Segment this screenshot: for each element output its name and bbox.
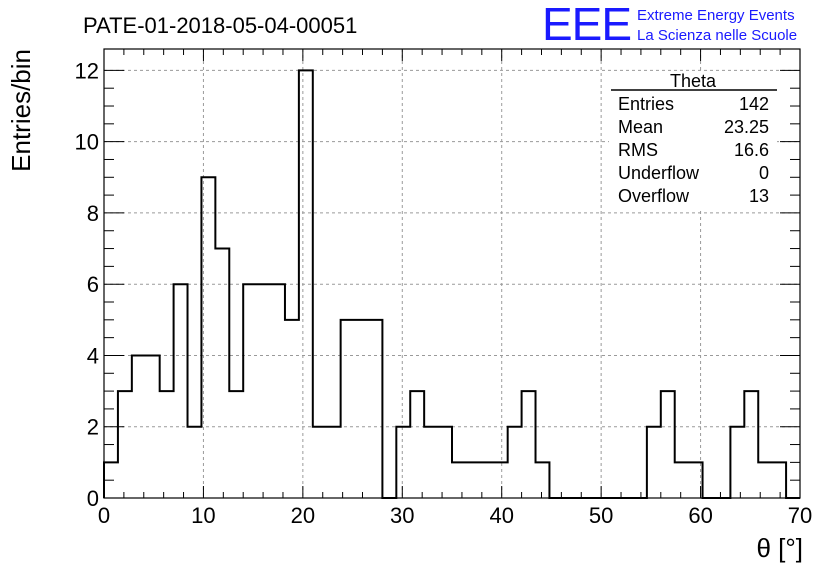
histogram-bin bbox=[508, 427, 522, 498]
stats-label: Underflow bbox=[618, 163, 700, 183]
stats-label: Mean bbox=[618, 117, 663, 137]
y-tick-label: 10 bbox=[75, 130, 99, 155]
histogram-bin bbox=[772, 462, 786, 498]
y-tick-label: 4 bbox=[87, 343, 99, 368]
histogram-bin bbox=[452, 462, 466, 498]
x-tick-label: 70 bbox=[788, 503, 812, 528]
x-tick-label: 40 bbox=[489, 503, 513, 528]
y-axis-title: Entries/bin bbox=[6, 49, 36, 172]
histogram-bin bbox=[522, 391, 536, 498]
stats-label: RMS bbox=[618, 140, 658, 160]
stats-box: Theta Entries 142 Mean 23.25 RMS 16.6 Underflo… bbox=[609, 71, 777, 210]
histogram-bin bbox=[215, 249, 229, 498]
eee-logo-line2: La Scienza nelle Scuole bbox=[637, 27, 797, 44]
stats-value: 16.6 bbox=[734, 140, 769, 160]
stats-value: 13 bbox=[749, 186, 769, 206]
stats-box-title: Theta bbox=[670, 71, 717, 91]
histogram-bin bbox=[661, 391, 675, 498]
histogram-step-line bbox=[103, 69, 800, 499]
y-tick-label: 6 bbox=[87, 272, 99, 297]
histogram-line bbox=[103, 69, 800, 499]
histogram-bin bbox=[355, 320, 369, 498]
y-tick-labels: 0 2 4 6 8 10 12 bbox=[75, 58, 99, 511]
x-tick-label: 60 bbox=[688, 503, 712, 528]
histogram-bin bbox=[466, 462, 480, 498]
x-tick-label: 30 bbox=[390, 503, 414, 528]
histogram-bin bbox=[229, 391, 243, 498]
histogram-bin bbox=[299, 70, 313, 498]
histogram-bin bbox=[327, 427, 341, 498]
axis-ticks bbox=[103, 49, 801, 499]
stats-box-background bbox=[609, 72, 777, 210]
eee-logo: EEE Extreme Energy Events La Scienza nel… bbox=[542, 0, 797, 50]
histogram-bin bbox=[313, 427, 327, 498]
histogram-bin bbox=[201, 177, 215, 498]
stats-value: 0 bbox=[759, 163, 769, 183]
eee-logo-line1: Extreme Energy Events bbox=[637, 7, 795, 24]
histogram-bin bbox=[285, 320, 299, 498]
stats-value: 142 bbox=[739, 94, 769, 114]
stats-label: Overflow bbox=[618, 186, 690, 206]
chart-title: PATE-01-2018-05-04-00051 bbox=[83, 13, 357, 38]
histogram-bin bbox=[118, 391, 132, 498]
histogram-bin bbox=[438, 427, 452, 498]
x-axis-title: θ [°] bbox=[756, 533, 803, 563]
x-tick-label: 20 bbox=[291, 503, 315, 528]
y-tick-label: 0 bbox=[87, 486, 99, 511]
histogram-bin bbox=[647, 427, 661, 498]
stats-label: Entries bbox=[618, 94, 674, 114]
histogram-bin bbox=[160, 391, 174, 498]
stats-value: 23.25 bbox=[724, 117, 769, 137]
histogram-bin bbox=[132, 355, 146, 498]
y-tick-label: 8 bbox=[87, 201, 99, 226]
histogram-bin bbox=[675, 462, 689, 498]
histogram-bin bbox=[410, 391, 424, 498]
y-tick-label: 12 bbox=[75, 58, 99, 83]
histogram-bin bbox=[243, 284, 257, 498]
histogram-bin bbox=[744, 391, 758, 498]
x-tick-label: 50 bbox=[589, 503, 613, 528]
x-tick-label: 10 bbox=[191, 503, 215, 528]
histogram-bin bbox=[494, 462, 508, 498]
histogram-bin bbox=[424, 427, 438, 498]
histogram-bin bbox=[257, 284, 271, 498]
histogram-bin bbox=[730, 427, 744, 498]
y-tick-label: 2 bbox=[87, 415, 99, 440]
x-tick-labels: 0 10 20 30 40 50 60 70 bbox=[98, 503, 812, 528]
x-tick-label: 0 bbox=[98, 503, 110, 528]
histogram-bin bbox=[368, 320, 382, 498]
histogram-bin bbox=[341, 320, 355, 498]
histogram-bin bbox=[536, 462, 550, 498]
histogram-bin bbox=[188, 427, 202, 498]
histogram-bin bbox=[174, 284, 188, 498]
histogram-bin bbox=[146, 355, 160, 498]
eee-logo-mark: EEE bbox=[542, 0, 631, 50]
stats-rows: Entries 142 Mean 23.25 RMS 16.6 Underflow 0 Over… bbox=[618, 94, 769, 206]
plot-frame bbox=[103, 48, 801, 499]
histogram-bin bbox=[271, 284, 285, 498]
histogram-bin bbox=[396, 427, 410, 498]
